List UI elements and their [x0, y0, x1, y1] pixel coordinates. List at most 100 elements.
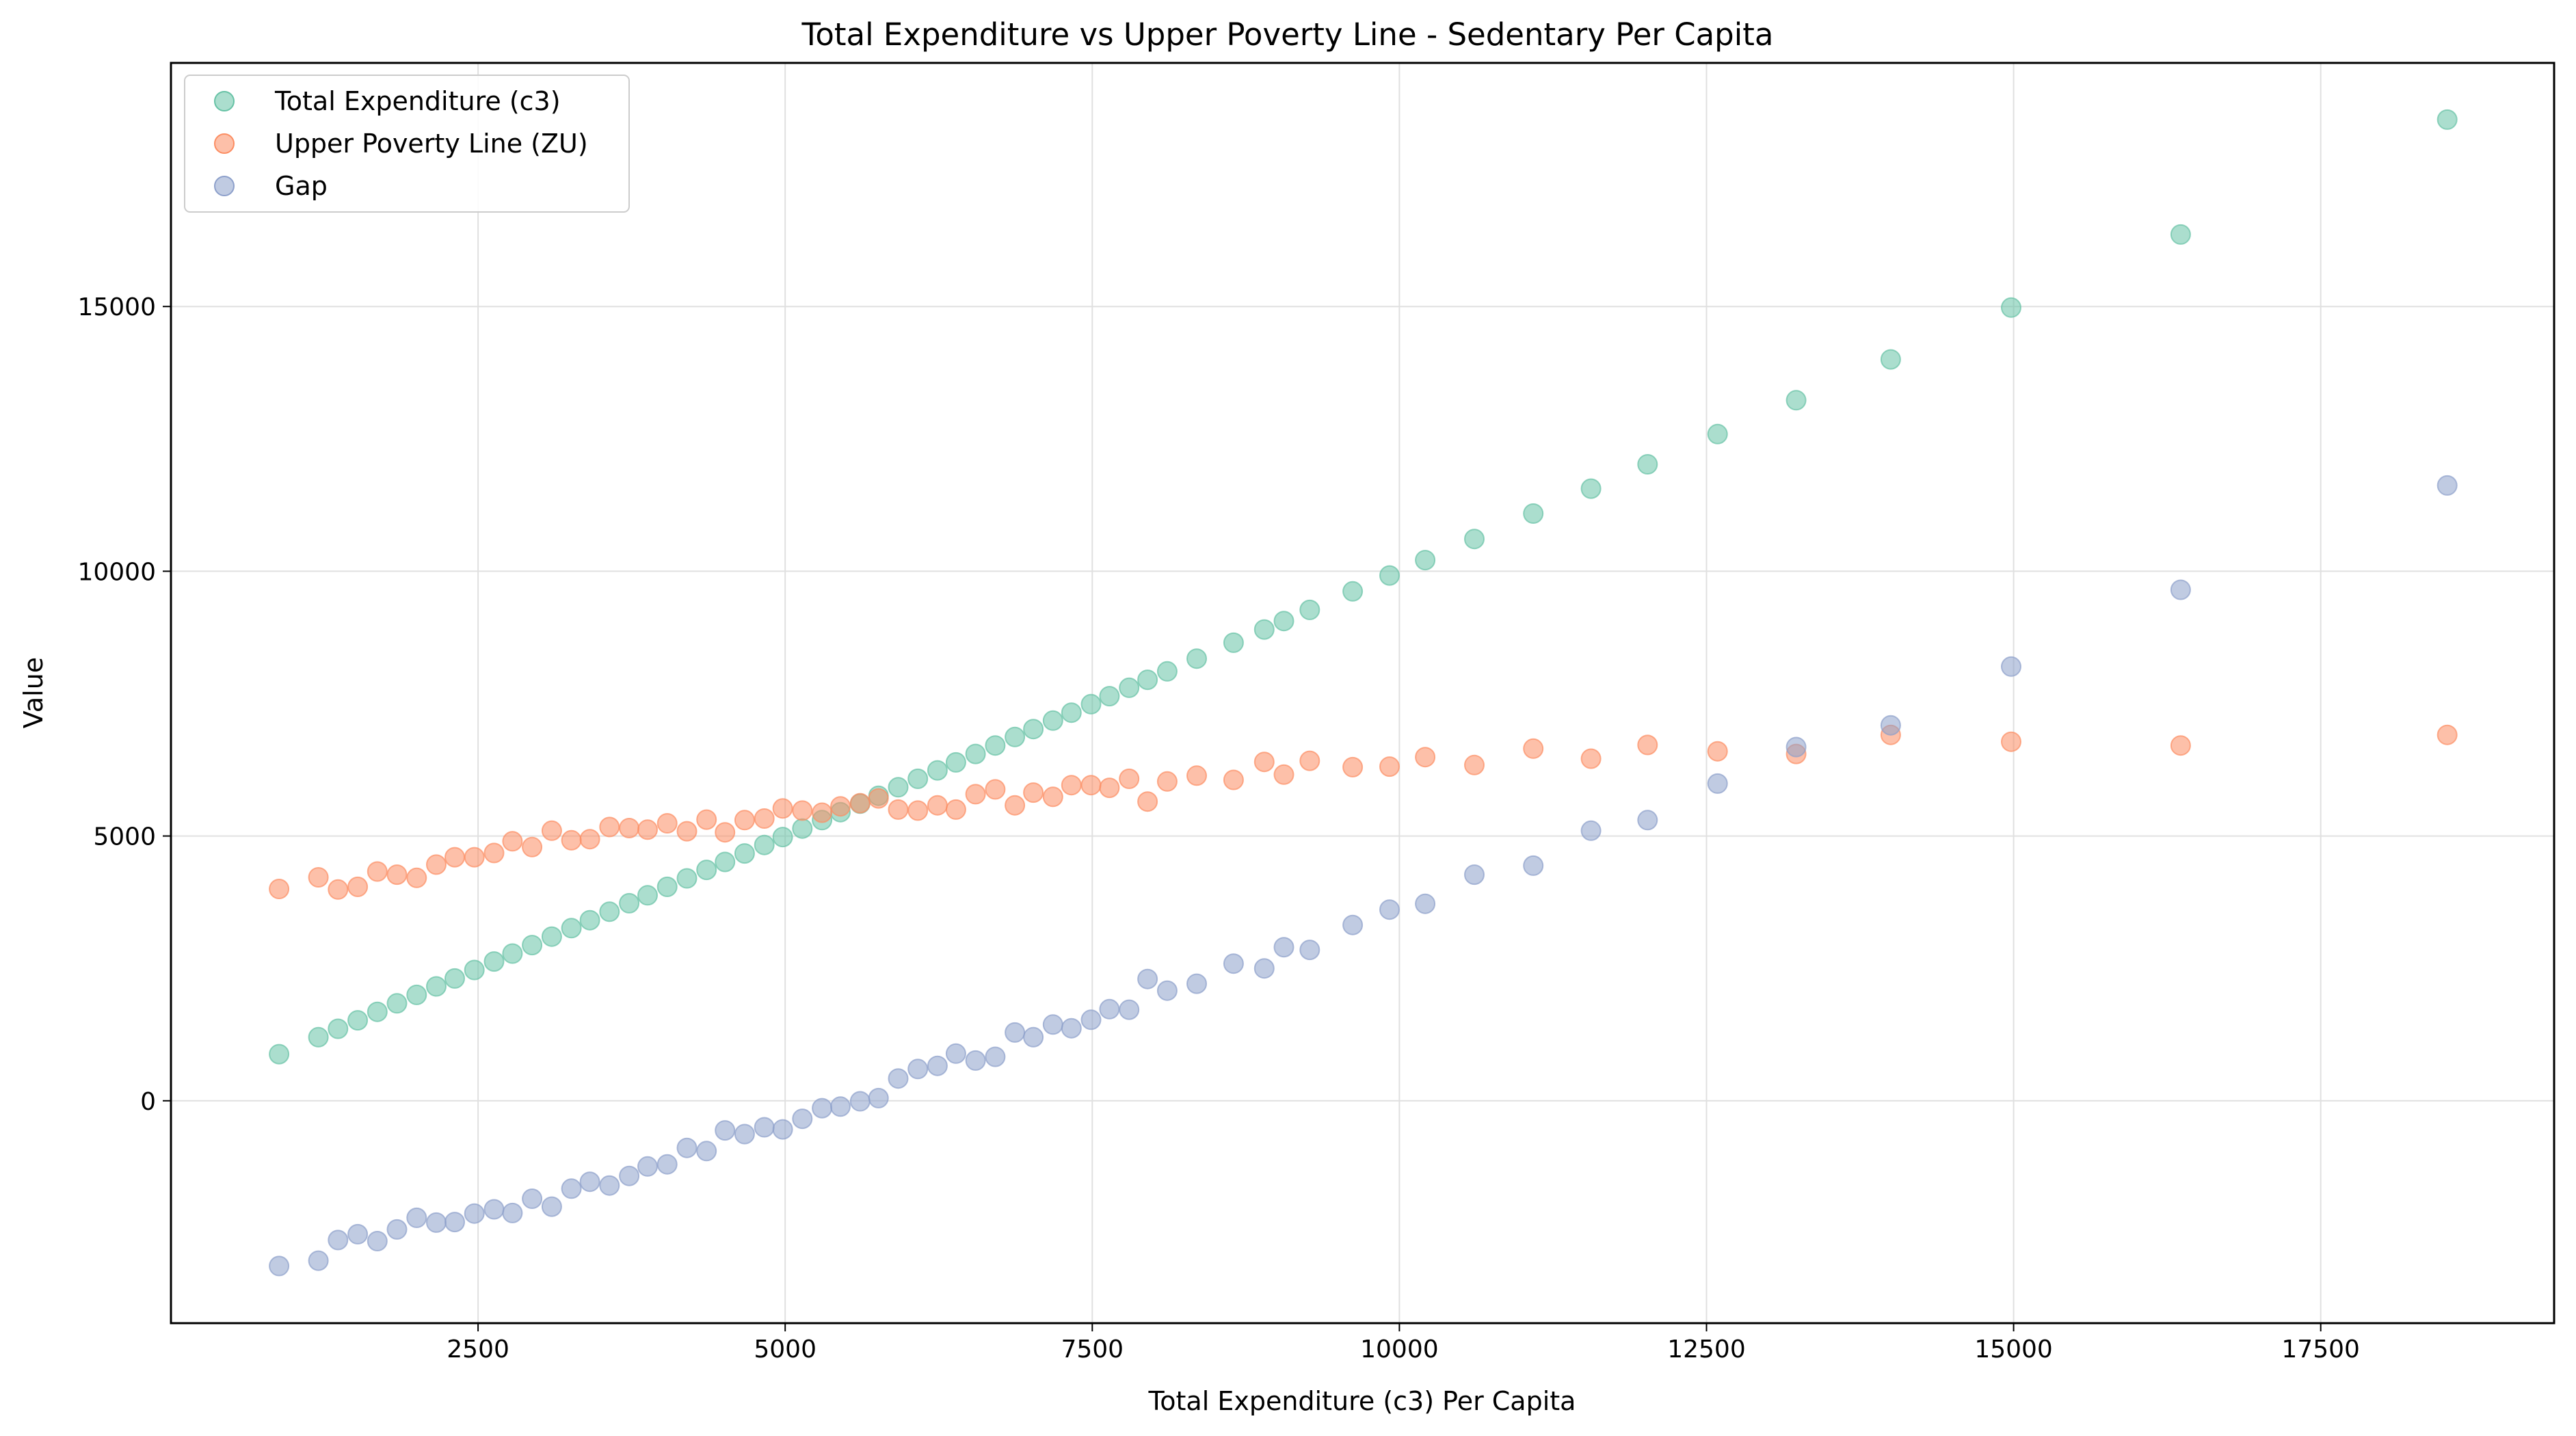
gap-point	[522, 1188, 543, 1209]
gap-point	[656, 1154, 678, 1175]
gap-point	[1223, 953, 1244, 974]
gap-point	[2001, 656, 2021, 677]
upper-poverty-line-point	[1005, 795, 1026, 816]
total-expenditure-point	[1580, 478, 1602, 499]
y-tick-label: 5000	[93, 823, 156, 851]
upper-poverty-line-point	[347, 876, 369, 897]
upper-poverty-line-point	[2170, 735, 2191, 756]
total-expenditure-point	[426, 976, 447, 997]
total-expenditure-point	[579, 909, 600, 931]
total-expenditure-point	[1273, 611, 1294, 632]
total-expenditure-point	[888, 777, 909, 798]
total-expenditure-point	[328, 1018, 349, 1039]
gap-point	[888, 1068, 909, 1089]
upper-poverty-line-point	[541, 820, 562, 841]
gap-point	[696, 1141, 717, 1162]
total-expenditure-point	[1523, 503, 1544, 524]
upper-poverty-line-point	[1186, 765, 1207, 786]
total-expenditure-point	[269, 1043, 290, 1065]
total-expenditure-point	[792, 818, 813, 839]
upper-poverty-line-point	[945, 799, 966, 820]
legend-label-gap: Gap	[275, 171, 328, 201]
upper-poverty-line-point	[1707, 741, 1728, 762]
total-expenditure-point	[1080, 693, 1102, 715]
upper-poverty-line-point	[868, 788, 889, 809]
upper-poverty-line-point	[1137, 791, 1158, 812]
gap-point	[637, 1156, 658, 1177]
gap-point	[386, 1219, 408, 1240]
gap-point	[1299, 940, 1320, 961]
total-expenditure-point	[2001, 297, 2021, 318]
gap-point	[1580, 820, 1602, 841]
total-expenditure-point	[522, 935, 543, 956]
gap-point	[308, 1250, 329, 1271]
gap-point	[367, 1231, 388, 1251]
upper-poverty-line-point	[619, 818, 640, 838]
upper-poverty-line-point	[426, 854, 447, 875]
x-tick-label: 12500	[1667, 1335, 1746, 1364]
total-expenditure-point	[1785, 390, 1807, 411]
gap-point	[464, 1203, 485, 1224]
gap-point	[1785, 736, 1807, 758]
legend-marker-upper-poverty-line	[214, 133, 235, 154]
total-expenditure-point	[985, 735, 1006, 756]
total-expenditure-point	[386, 993, 408, 1014]
upper-poverty-line-point	[792, 800, 813, 821]
total-expenditure-point	[734, 843, 755, 864]
upper-poverty-line-point	[1299, 750, 1320, 771]
legend-label-upper-poverty-line: Upper Poverty Line (ZU)	[275, 129, 588, 159]
total-expenditure-point	[541, 926, 562, 947]
total-expenditure-point	[715, 851, 736, 873]
total-expenditure-point	[1042, 710, 1063, 731]
gap-point	[1061, 1018, 1082, 1039]
upper-poverty-line-point	[386, 864, 408, 886]
upper-poverty-line-point	[1080, 775, 1102, 796]
total-expenditure-point	[502, 943, 523, 964]
gap-point	[1137, 968, 1158, 989]
y-tick-label: 10000	[77, 558, 156, 586]
gap-point	[1637, 810, 1658, 831]
legend-box	[184, 75, 630, 213]
x-axis-label: Total Expenditure (c3) Per Capita	[1148, 1386, 1576, 1416]
plot-frame	[170, 62, 2555, 1325]
upper-poverty-line-point	[464, 847, 485, 868]
gap-point	[1186, 973, 1207, 994]
upper-poverty-line-point	[696, 809, 717, 830]
gap-point	[1273, 937, 1294, 958]
upper-poverty-line-point	[1415, 747, 1436, 768]
total-expenditure-point	[367, 1001, 388, 1022]
gap-point	[1880, 715, 1901, 736]
upper-poverty-line-point	[656, 813, 678, 834]
total-expenditure-point	[927, 760, 948, 781]
legend: Total Expenditure (c3) Upper Poverty Lin…	[184, 75, 630, 213]
upper-poverty-line-point	[483, 842, 505, 864]
legend-marker-gap	[214, 176, 235, 196]
total-expenditure-point	[1099, 686, 1120, 707]
upper-poverty-line-point	[328, 879, 349, 900]
total-expenditure-point	[2170, 224, 2191, 245]
total-expenditure-point	[483, 951, 505, 972]
gap-point	[945, 1043, 966, 1064]
gap-point	[406, 1207, 427, 1228]
total-expenditure-point	[637, 885, 658, 906]
total-expenditure-point	[696, 860, 717, 881]
upper-poverty-line-point	[579, 829, 600, 850]
x-tick-label: 17500	[2281, 1335, 2360, 1364]
chart-title: Total Expenditure vs Upper Poverty Line …	[801, 16, 1774, 53]
upper-poverty-line-point	[2436, 724, 2458, 745]
upper-poverty-line-point	[907, 800, 929, 821]
x-tick-label: 15000	[1974, 1335, 2053, 1364]
gap-point	[1464, 864, 1485, 886]
total-expenditure-point	[1223, 632, 1244, 653]
total-expenditure-point	[1119, 677, 1140, 698]
upper-poverty-line-point	[985, 779, 1006, 800]
gap-point	[754, 1117, 775, 1138]
upper-poverty-line-point	[1223, 769, 1244, 790]
total-expenditure-point	[347, 1010, 369, 1031]
upper-poverty-line-point	[676, 821, 698, 842]
upper-poverty-line-point	[1156, 771, 1178, 792]
gap-point	[1415, 893, 1436, 914]
upper-poverty-line-point	[754, 808, 775, 829]
gap-point	[812, 1098, 833, 1119]
upper-poverty-line-point	[1342, 756, 1364, 777]
